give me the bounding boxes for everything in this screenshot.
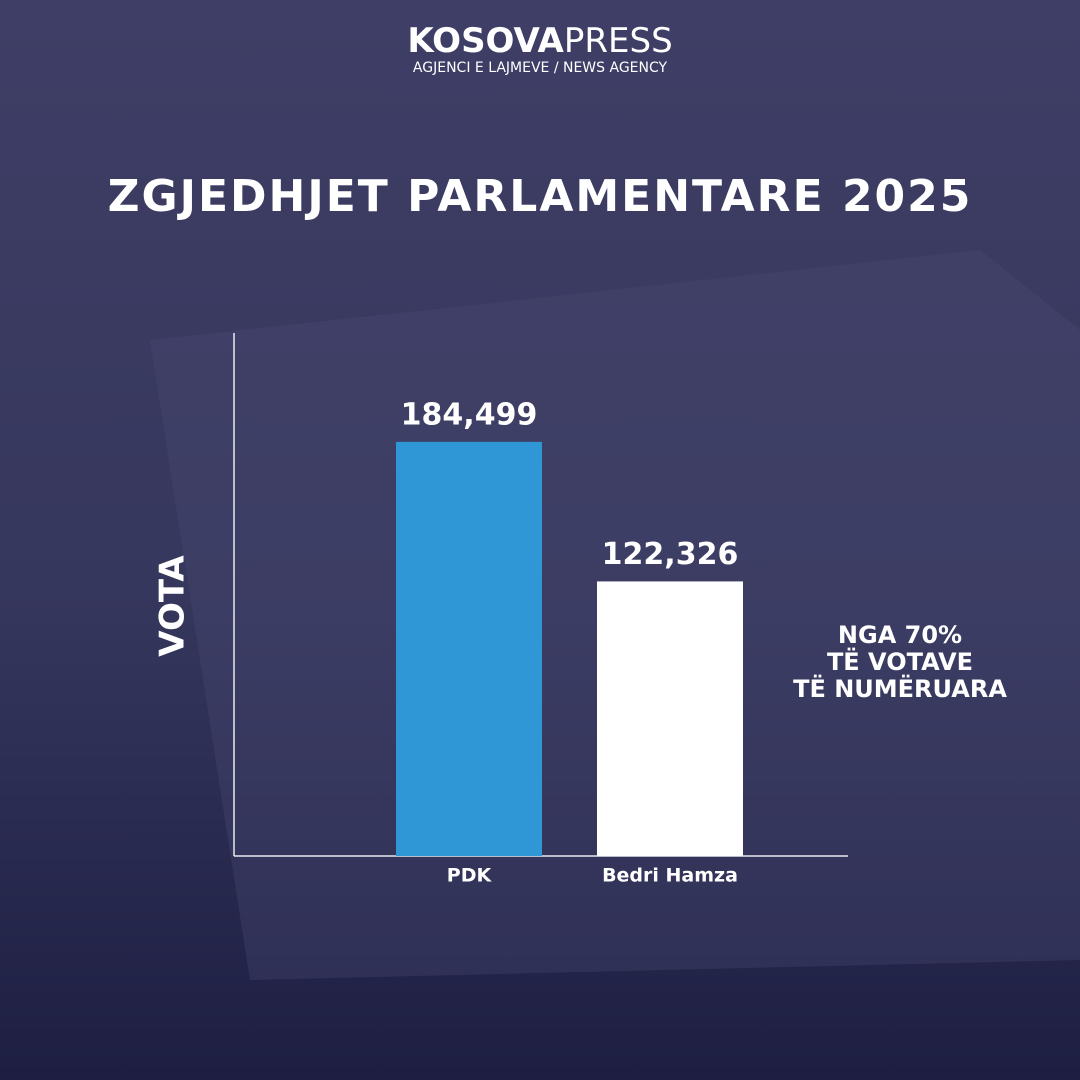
annotation: NGA 70% <box>838 621 962 649</box>
x-tick-label: PDK <box>447 865 493 887</box>
brand: KOSOVAPRESS <box>407 21 672 61</box>
brand-light: PRESS <box>564 21 673 61</box>
bar <box>597 581 743 856</box>
chart-title: ZGJEDHJET PARLAMENTARE 2025 <box>108 171 973 222</box>
bar <box>396 441 542 856</box>
brand-bold: KOSOVA <box>407 21 564 61</box>
annotation: TË NUMËRUARA <box>793 674 1007 703</box>
value-label: 122,326 <box>602 537 739 572</box>
tagline: AGJENCI E LAJMEVE / NEWS AGENCY <box>413 60 668 76</box>
y-axis-label: VOTA <box>153 555 193 657</box>
annotation: TË VOTAVE <box>827 647 973 676</box>
value-label: 184,499 <box>401 397 538 432</box>
x-tick-label: Bedri Hamza <box>602 865 738 887</box>
